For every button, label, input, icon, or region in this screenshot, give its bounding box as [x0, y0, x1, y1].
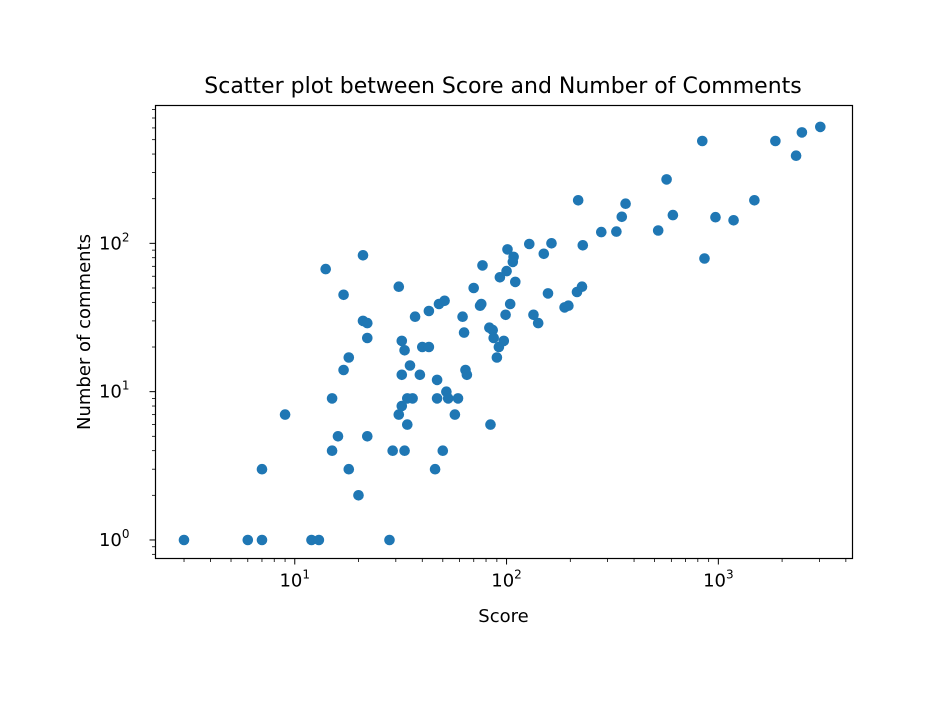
data-point-7: [279, 409, 291, 420]
data-point-79: [563, 300, 574, 312]
plot-area-frame: [154, 104, 854, 560]
data-point-23: [393, 281, 405, 293]
x-axis-label: Score: [478, 606, 528, 627]
data-point-83: [577, 240, 589, 251]
data-point-10: [326, 445, 338, 457]
data-point-65: [500, 309, 511, 321]
data-point-90: [667, 209, 679, 221]
data-point-39: [429, 463, 441, 475]
data-point-38: [423, 305, 435, 317]
data-point-29: [399, 445, 410, 457]
data-point-9: [326, 393, 338, 404]
data-point-77: [546, 238, 557, 249]
data-point-92: [699, 253, 710, 264]
data-point-71: [510, 276, 521, 288]
data-point-86: [616, 211, 628, 223]
data-point-50: [458, 327, 470, 338]
data-point-72: [524, 238, 535, 250]
data-point-8: [320, 263, 332, 275]
data-point-93: [710, 211, 721, 223]
data-point-2: [256, 534, 268, 546]
data-point-49: [457, 311, 468, 323]
data-point-61: [491, 352, 503, 363]
data-point-37: [423, 341, 435, 353]
data-point-24: [393, 409, 405, 420]
data-point-12: [338, 364, 349, 376]
data-point-14: [343, 352, 355, 363]
data-point-94: [728, 215, 739, 226]
data-point-58: [485, 419, 496, 430]
data-point-91: [697, 135, 708, 147]
data-point-44: [439, 295, 450, 307]
data-point-35: [414, 369, 426, 381]
data-point-70: [508, 251, 519, 263]
data-point-84: [596, 226, 607, 238]
data-point-99: [815, 121, 826, 133]
data-point-22: [387, 445, 399, 457]
data-point-5: [384, 534, 395, 546]
data-point-40: [431, 374, 443, 386]
data-point-26: [396, 400, 408, 412]
data-point-32: [404, 360, 416, 371]
data-point-85: [611, 226, 622, 237]
data-point-52: [461, 369, 473, 381]
points-layer: [178, 121, 826, 546]
data-point-21: [362, 431, 373, 442]
data-point-76: [542, 288, 554, 299]
data-point-34: [409, 311, 421, 323]
data-point-46: [442, 393, 454, 404]
data-point-43: [437, 445, 449, 457]
data-point-89: [661, 174, 672, 185]
data-point-64: [498, 335, 510, 347]
data-point-1: [242, 534, 254, 546]
data-point-87: [620, 198, 631, 209]
data-point-11: [332, 431, 344, 442]
data-point-73: [528, 309, 539, 321]
data-point-17: [357, 250, 369, 261]
data-point-59: [487, 324, 499, 336]
data-point-28: [399, 345, 410, 356]
data-point-67: [502, 244, 513, 255]
data-point-56: [477, 260, 488, 271]
data-point-20: [362, 332, 373, 344]
data-point-13: [338, 289, 349, 301]
data-point-97: [790, 150, 802, 161]
data-point-15: [343, 463, 355, 475]
data-point-48: [452, 393, 464, 404]
chart-title: Scatter plot between Score and Number of…: [204, 74, 801, 99]
data-point-0: [178, 534, 190, 546]
data-point-96: [770, 135, 781, 147]
data-point-74: [532, 317, 544, 329]
data-point-4: [313, 534, 325, 546]
data-point-82: [576, 281, 588, 293]
data-point-95: [749, 195, 760, 206]
data-point-3: [306, 534, 317, 546]
data-point-33: [407, 393, 418, 404]
data-point-68: [504, 298, 516, 310]
data-point-66: [501, 265, 512, 277]
data-point-60: [488, 332, 500, 344]
y-axis-label: Number of comments: [74, 234, 95, 430]
data-point-27: [396, 369, 408, 381]
data-point-53: [468, 282, 480, 294]
data-point-19: [362, 317, 373, 329]
data-point-6: [256, 463, 268, 475]
data-point-63: [494, 272, 506, 283]
data-point-30: [402, 419, 413, 430]
data-point-41: [431, 393, 443, 404]
data-point-47: [449, 409, 461, 420]
data-point-25: [396, 335, 408, 347]
data-point-88: [652, 225, 664, 236]
data-point-98: [796, 127, 808, 138]
data-point-55: [476, 298, 487, 310]
data-point-16: [353, 490, 364, 501]
data-point-75: [538, 248, 550, 260]
data-point-81: [572, 195, 584, 206]
